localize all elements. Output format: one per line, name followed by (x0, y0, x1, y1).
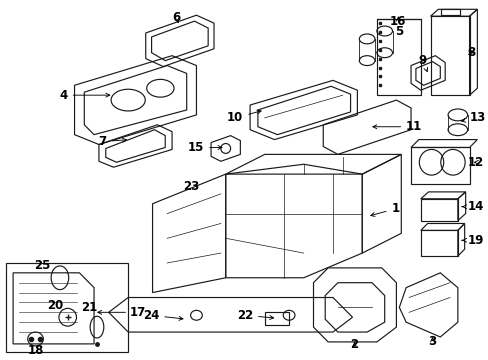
Text: 1: 1 (370, 202, 399, 216)
Text: 16: 16 (389, 15, 406, 28)
Bar (6, 263, 128, 352)
Text: 2: 2 (350, 338, 358, 351)
Text: 10: 10 (226, 110, 261, 124)
Text: 17: 17 (130, 306, 146, 319)
Text: 22: 22 (236, 309, 273, 322)
Text: 18: 18 (27, 344, 43, 357)
Text: 9: 9 (418, 54, 427, 72)
Text: 7: 7 (99, 135, 126, 148)
Text: 13: 13 (461, 111, 485, 124)
Text: 11: 11 (372, 120, 422, 133)
Text: 25: 25 (34, 260, 50, 273)
Text: 24: 24 (142, 309, 183, 322)
Text: 21: 21 (81, 301, 97, 314)
Text: 19: 19 (461, 234, 483, 247)
Text: 8: 8 (467, 46, 475, 59)
Text: 14: 14 (461, 200, 483, 213)
Text: 12: 12 (467, 156, 483, 169)
Text: 3: 3 (427, 336, 436, 348)
Text: 4: 4 (60, 89, 109, 102)
Text: 15: 15 (187, 141, 222, 154)
Text: 5: 5 (394, 24, 403, 37)
Text: 6: 6 (172, 11, 180, 24)
Text: 23: 23 (183, 180, 199, 193)
Text: 20: 20 (47, 299, 63, 312)
